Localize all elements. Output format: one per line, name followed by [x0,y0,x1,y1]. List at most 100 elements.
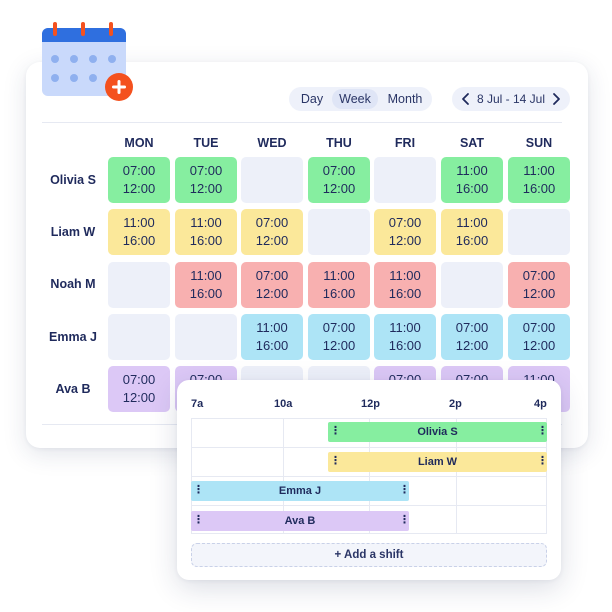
empty-shift-cell[interactable] [374,157,436,203]
chevron-right-icon[interactable] [546,87,566,111]
timeline-shift-bar[interactable]: ⋮ Ava B ⋮ [191,511,410,531]
shift-end-time: 12:00 [522,338,556,353]
employee-name: Liam W [50,225,96,239]
shift-cell[interactable]: 07:00 12:00 [308,314,370,360]
grid-line [192,476,546,477]
shift-start-time: 07:00 [388,215,422,230]
hour-label: 2p [449,398,462,410]
shift-end-time: 16:00 [189,286,223,301]
empty-shift-cell[interactable] [108,262,170,308]
shift-start-time: 11:00 [323,268,355,283]
shift-end-time: 12:00 [388,233,422,248]
empty-shift-cell[interactable] [308,209,370,255]
shift-start-time: 11:00 [190,215,222,230]
shift-cell[interactable]: 11:00 16:00 [508,157,570,203]
shift-cell[interactable]: 07:00 12:00 [508,262,570,308]
shift-start-time: 11:00 [456,215,488,230]
drag-handle-icon[interactable]: ⋮ [330,455,341,467]
timeline-shift-bar[interactable]: ⋮ Liam W ⋮ [328,452,548,472]
employee-name: Emma J [49,330,97,344]
timeline-shift-bar[interactable]: ⋮ Emma J ⋮ [191,481,410,501]
employee-name: Noah M [50,277,96,291]
timeline-shift-bar[interactable]: ⋮ Olivia S ⋮ [328,422,548,442]
timeline-grid [191,418,547,534]
drag-handle-icon[interactable]: ⋮ [399,484,410,496]
shift-cell[interactable]: 11:00 16:00 [441,209,503,255]
add-shift-button[interactable]: + Add a shift [191,543,547,567]
shift-start-time: 11:00 [389,320,421,335]
shift-cell[interactable]: 07:00 12:00 [374,209,436,255]
shift-start-time: 11:00 [123,215,155,230]
view-month-button[interactable]: Month [387,92,423,106]
view-week-button[interactable]: Week [332,89,378,109]
shift-start-time: 07:00 [255,268,289,283]
shift-cell[interactable]: 11:00 16:00 [374,314,436,360]
grid-line [192,505,546,506]
view-day-button[interactable]: Day [300,92,324,106]
empty-shift-cell[interactable] [508,209,570,255]
empty-shift-cell[interactable] [241,157,303,203]
shift-end-time: 12:00 [122,390,156,405]
shift-end-time: 16:00 [455,233,489,248]
date-range-label: 8 Jul - 14 Jul [476,92,546,106]
shift-cell[interactable]: 11:00 16:00 [308,262,370,308]
day-header-sat: SAT [459,136,485,150]
grid-line [192,447,546,448]
empty-shift-cell[interactable] [108,314,170,360]
shift-cell[interactable]: 07:00 12:00 [308,157,370,203]
drag-handle-icon[interactable]: ⋮ [330,425,341,437]
day-header-wed: WED [257,136,287,150]
employee-name: Olivia S [50,173,96,187]
shift-cell[interactable]: 11:00 16:00 [441,157,503,203]
shift-bar-label: Olivia S [417,426,458,438]
shift-cell[interactable]: 07:00 12:00 [241,209,303,255]
shift-start-time: 07:00 [122,372,156,387]
shift-cell[interactable]: 07:00 12:00 [175,157,237,203]
drag-handle-icon[interactable]: ⋮ [537,425,548,437]
shift-cell[interactable]: 07:00 12:00 [508,314,570,360]
shift-cell[interactable]: 11:00 16:00 [374,262,436,308]
calendar-add-icon[interactable] [40,20,136,102]
shift-start-time: 11:00 [389,268,421,283]
hour-label: 7a [191,398,204,410]
shift-cell[interactable]: 11:00 16:00 [175,209,237,255]
header-divider [42,122,562,123]
shift-cell[interactable]: 11:00 16:00 [241,314,303,360]
shift-end-time: 16:00 [388,338,422,353]
shift-cell[interactable]: 07:00 12:00 [108,366,170,412]
shift-start-time: 07:00 [189,163,223,178]
drag-handle-icon[interactable]: ⋮ [193,484,204,496]
hour-label: 4p [534,398,547,410]
shift-end-time: 12:00 [122,181,156,196]
shift-end-time: 12:00 [255,233,289,248]
drag-handle-icon[interactable]: ⋮ [537,455,548,467]
shift-cell[interactable]: 11:00 16:00 [175,262,237,308]
shift-bar-label: Ava B [284,515,316,527]
shift-start-time: 07:00 [455,320,489,335]
shift-cell[interactable]: 07:00 12:00 [108,157,170,203]
shift-end-time: 12:00 [322,181,356,196]
shift-cell[interactable]: 07:00 12:00 [241,262,303,308]
drag-handle-icon[interactable]: ⋮ [193,514,204,526]
shift-cell[interactable]: 07:00 12:00 [441,314,503,360]
empty-shift-cell[interactable] [175,314,237,360]
day-header-tue: TUE [193,136,219,150]
drag-handle-icon[interactable]: ⋮ [399,514,410,526]
shift-cell[interactable]: 11:00 16:00 [108,209,170,255]
shift-start-time: 11:00 [456,163,488,178]
shift-start-time: 07:00 [322,163,356,178]
day-header-sun: SUN [525,136,553,150]
day-header-thu: THU [326,136,352,150]
shift-end-time: 16:00 [455,181,489,196]
empty-shift-cell[interactable] [441,262,503,308]
shift-start-time: 07:00 [522,268,556,283]
view-toggle: Day Week Month [289,87,432,111]
shift-bar-label: Liam W [417,456,458,468]
shift-end-time: 12:00 [322,338,356,353]
shift-start-time: 07:00 [122,163,156,178]
shift-start-time: 07:00 [255,215,289,230]
shift-end-time: 16:00 [522,181,556,196]
shift-end-time: 16:00 [255,338,289,353]
chevron-left-icon[interactable] [456,87,476,111]
shift-end-time: 12:00 [255,286,289,301]
